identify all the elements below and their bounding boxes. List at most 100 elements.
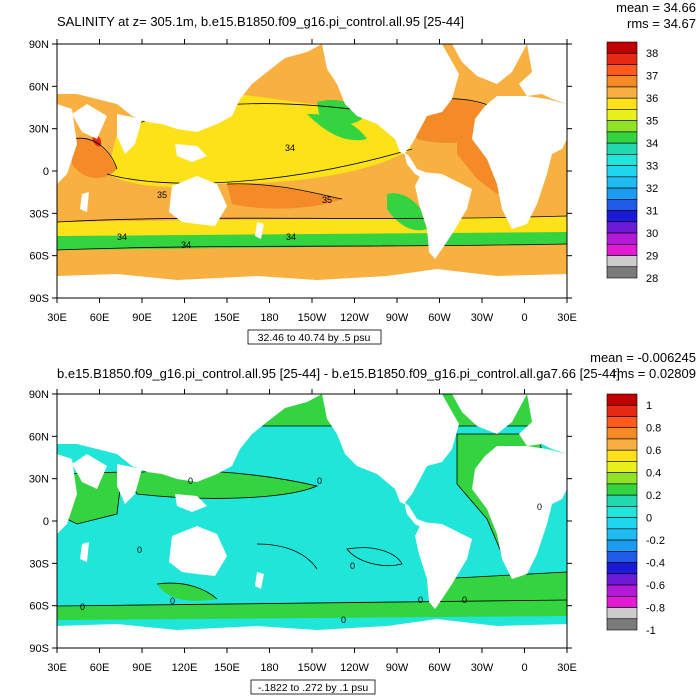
top-orange-arabian: [72, 138, 117, 179]
top-colorbar-swatch: [606, 255, 638, 268]
top-colorbar-label: 35: [646, 116, 658, 128]
top-lat-label: 30N: [29, 124, 49, 136]
top-contour-label: 35: [157, 190, 167, 200]
bottom-lat-label: 0: [43, 516, 49, 528]
top-colorbar-swatch: [606, 131, 638, 144]
bottom-lon-label: 60W: [428, 662, 451, 674]
bottom-colorbar-swatch: [606, 404, 638, 417]
top-lat-label: 0: [43, 166, 49, 178]
bottom-colorbar-swatch: [606, 461, 638, 473]
bottom-mean-label: mean = -0.006245: [590, 350, 696, 365]
top-contour-label: 34: [286, 232, 296, 242]
top-lon-label: 180: [260, 312, 278, 324]
bottom-lon-label: 90W: [386, 662, 409, 674]
bottom-colorbar-swatch: [606, 595, 638, 608]
bottom-colorbar-label: 0.8: [646, 423, 661, 435]
bottom-contour-label: 0: [418, 595, 423, 605]
bottom-colorbar-label: -0.8: [646, 603, 665, 615]
top-lon-label: 120W: [340, 312, 369, 324]
bottom-lon-label: 30W: [471, 662, 494, 674]
top-colorbar-swatch: [606, 142, 638, 155]
bottom-contour-labels: 0 0 0 0 0 0 0 0 0 0: [80, 476, 542, 625]
bottom-contour-label: 0: [537, 502, 542, 512]
bottom-colorbar-swatch: [606, 506, 638, 518]
top-orange-spac: [227, 183, 342, 209]
bottom-colorbar-swatch: [606, 472, 638, 485]
top-range-label: 32.46 to 40.74 by .5 psu: [258, 332, 371, 344]
top-contour-label: 34: [285, 143, 295, 153]
top-range-box: [247, 329, 382, 345]
top-lon-label: 90W: [386, 312, 409, 324]
bottom-contour-label: 0: [80, 602, 85, 612]
top-colorbar-label: 37: [646, 71, 658, 83]
top-contour-labels: 34 35 35 34 34 34: [117, 143, 332, 250]
bottom-lat-label: 90N: [29, 389, 49, 401]
top-lon-label: 0: [521, 312, 527, 324]
top-colorbar-swatch: [606, 210, 638, 223]
bottom-colorbar-swatch: [606, 584, 638, 597]
bottom-lon-label: 0: [521, 662, 527, 674]
top-lon-label: 30E: [557, 312, 577, 324]
bottom-lon-label: 60E: [90, 662, 110, 674]
top-contour-label: 34: [117, 232, 127, 242]
top-colorbar-swatch: [606, 41, 638, 54]
bottom-contour-label: 0: [137, 545, 142, 555]
bottom-colorbar-swatch: [606, 416, 638, 429]
top-contour-label: 34: [181, 240, 191, 250]
top-colorbar-label: 29: [646, 251, 658, 263]
bottom-colorbar-swatch: [606, 562, 638, 575]
bottom-colorbar-swatch: [606, 393, 638, 406]
bottom-green-sacc: [437, 572, 567, 609]
top-colorbar-label: 32: [646, 183, 658, 195]
top-colorbar-swatch: [606, 165, 638, 178]
top-colorbar: 38 37 36 35 34 33 32 31 30 29 28: [606, 41, 658, 285]
top-lon-label: 150E: [214, 312, 240, 324]
bottom-contour-label: 0: [341, 615, 346, 625]
top-rms-label: rms = 34.67: [627, 16, 696, 31]
top-lat-label: 90S: [29, 293, 49, 305]
bottom-contour-label: 0: [317, 476, 322, 486]
top-lon-label: 120E: [172, 312, 198, 324]
top-lat-label: 60N: [29, 81, 49, 93]
bottom-green-sind: [157, 583, 217, 601]
bottom-colorbar-label: 0: [646, 513, 652, 525]
bottom-colorbar-swatch: [606, 618, 638, 631]
bottom-contour-label: 0: [350, 561, 355, 571]
top-colorbar-swatch: [606, 221, 638, 234]
bottom-map: 0 0 0 0 0 0 0 0 0 0: [57, 394, 567, 648]
bottom-colorbar-swatch: [606, 528, 638, 541]
top-colorbar-swatch: [606, 64, 638, 77]
bottom-colorbar-swatch: [606, 551, 638, 563]
bottom-colorbar-label: -0.2: [646, 535, 665, 547]
bottom-colorbar-label: 0.4: [646, 468, 661, 480]
top-colorbar-swatch: [606, 176, 638, 189]
top-lat-label: 30S: [29, 208, 49, 220]
top-colorbar-swatch: [606, 52, 638, 65]
bottom-lat-label: 30S: [29, 558, 49, 570]
top-lon-label: 60E: [90, 312, 110, 324]
top-colorbar-swatch: [606, 232, 638, 245]
bottom-lon-label: 30E: [47, 662, 67, 674]
bottom-colorbar-swatch: [606, 539, 638, 552]
bottom-colorbar-label: 1: [646, 400, 652, 412]
bottom-contour-label: 0: [188, 476, 193, 486]
bottom-lon-label: 90E: [132, 662, 152, 674]
top-colorbar-label: 38: [646, 48, 658, 60]
top-lon-label: 150W: [298, 312, 327, 324]
bottom-green-acc: [57, 600, 567, 620]
bottom-colorbar-label: 0.2: [646, 490, 661, 502]
bottom-colorbar-label: -1: [646, 625, 656, 637]
bottom-lon-label: 30E: [557, 662, 577, 674]
top-contour-label: 35: [322, 195, 332, 205]
bottom-lon-label: 120E: [172, 662, 198, 674]
bottom-range-label: -.1822 to .272 by .1 psu: [258, 682, 368, 694]
top-colorbar-swatch: [606, 154, 638, 166]
bottom-colorbar-swatch: [606, 449, 638, 462]
bottom-lat-label: 60N: [29, 431, 49, 443]
top-colorbar-swatch: [606, 199, 638, 211]
top-colorbar-swatch: [606, 266, 638, 279]
top-colorbar-swatch: [606, 75, 638, 88]
bottom-colorbar: 1 0.8 0.6 0.4 0.2 0 -0.2 -0.4 -0.6 -0.8 -1: [606, 393, 665, 637]
top-colorbar-swatch: [606, 187, 638, 200]
